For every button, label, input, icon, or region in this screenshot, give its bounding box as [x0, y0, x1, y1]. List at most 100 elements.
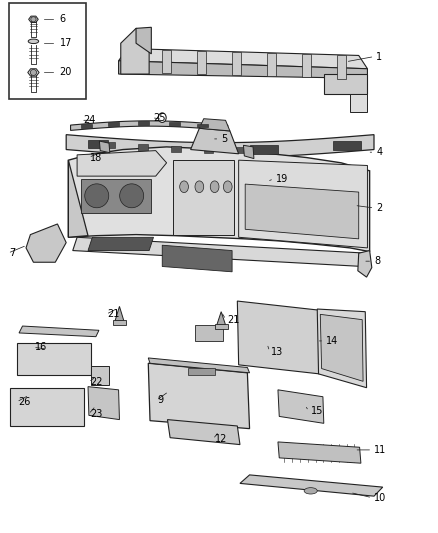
Bar — [106, 142, 115, 148]
Bar — [332, 141, 361, 150]
Ellipse shape — [85, 184, 109, 208]
Text: 21: 21 — [228, 314, 240, 325]
Bar — [108, 123, 119, 126]
Polygon shape — [302, 54, 311, 77]
Bar — [138, 144, 148, 151]
Text: 12: 12 — [215, 434, 227, 445]
Polygon shape — [317, 309, 367, 387]
Polygon shape — [173, 160, 234, 235]
Text: 5: 5 — [221, 134, 227, 144]
Polygon shape — [324, 74, 367, 94]
Polygon shape — [337, 55, 346, 78]
Polygon shape — [199, 119, 230, 131]
Bar — [88, 140, 108, 148]
Polygon shape — [26, 224, 66, 262]
Text: 7: 7 — [10, 248, 16, 258]
Text: 25: 25 — [153, 112, 166, 123]
Text: 18: 18 — [90, 152, 102, 163]
Ellipse shape — [30, 69, 36, 76]
Ellipse shape — [195, 181, 204, 192]
Ellipse shape — [304, 488, 317, 494]
Bar — [197, 124, 208, 127]
Polygon shape — [245, 184, 359, 239]
Polygon shape — [197, 51, 206, 74]
Polygon shape — [358, 251, 372, 277]
Polygon shape — [237, 301, 319, 374]
Polygon shape — [240, 475, 383, 496]
Text: 10: 10 — [374, 492, 386, 503]
Polygon shape — [278, 390, 324, 423]
Polygon shape — [68, 147, 370, 252]
Ellipse shape — [158, 113, 166, 123]
Bar — [188, 368, 215, 375]
Text: 20: 20 — [60, 68, 72, 77]
Polygon shape — [66, 135, 374, 158]
Ellipse shape — [28, 39, 39, 44]
Polygon shape — [119, 49, 367, 69]
Text: 13: 13 — [272, 346, 284, 357]
Polygon shape — [267, 53, 276, 76]
Bar — [250, 146, 278, 154]
Bar — [138, 122, 149, 125]
Polygon shape — [28, 69, 39, 76]
Bar — [10, 3, 86, 99]
Polygon shape — [244, 146, 254, 159]
Text: 23: 23 — [90, 409, 102, 419]
Bar — [215, 324, 228, 329]
Bar — [195, 325, 223, 341]
Ellipse shape — [223, 181, 232, 192]
Text: 21: 21 — [108, 309, 120, 319]
Polygon shape — [148, 358, 250, 373]
Bar — [237, 147, 246, 153]
Bar — [11, 387, 84, 426]
Polygon shape — [217, 312, 226, 325]
Polygon shape — [99, 141, 110, 153]
Polygon shape — [81, 179, 151, 213]
Polygon shape — [71, 121, 228, 131]
Bar — [17, 343, 91, 375]
Text: 26: 26 — [18, 397, 31, 407]
Polygon shape — [77, 151, 166, 176]
Ellipse shape — [180, 181, 188, 192]
Bar — [171, 146, 180, 152]
Ellipse shape — [210, 181, 219, 192]
Polygon shape — [191, 128, 239, 154]
Ellipse shape — [120, 184, 144, 208]
Ellipse shape — [31, 17, 36, 22]
Text: 6: 6 — [60, 14, 66, 25]
Text: 14: 14 — [326, 336, 338, 346]
Polygon shape — [136, 27, 151, 54]
Text: 4: 4 — [376, 147, 382, 157]
Polygon shape — [239, 160, 367, 248]
Text: 8: 8 — [374, 256, 380, 266]
Polygon shape — [121, 28, 149, 74]
Polygon shape — [167, 419, 240, 445]
Text: 22: 22 — [90, 377, 102, 387]
Polygon shape — [68, 160, 88, 237]
Text: 2: 2 — [376, 203, 382, 213]
Polygon shape — [320, 314, 363, 381]
Polygon shape — [278, 442, 361, 463]
Bar — [204, 147, 213, 153]
Text: 9: 9 — [158, 395, 164, 406]
Polygon shape — [88, 386, 120, 419]
Polygon shape — [19, 326, 99, 337]
Polygon shape — [162, 50, 171, 73]
Text: 19: 19 — [276, 174, 288, 184]
Text: 1: 1 — [376, 52, 382, 61]
Polygon shape — [119, 61, 367, 78]
Polygon shape — [73, 237, 367, 266]
Bar — [169, 122, 180, 126]
Polygon shape — [148, 364, 250, 429]
Polygon shape — [162, 245, 232, 272]
Text: 17: 17 — [60, 38, 72, 48]
Text: 15: 15 — [311, 406, 323, 416]
Text: 24: 24 — [83, 115, 95, 125]
Polygon shape — [115, 306, 124, 321]
Polygon shape — [350, 94, 367, 112]
Polygon shape — [232, 52, 241, 75]
Bar — [113, 320, 126, 325]
Text: 16: 16 — [35, 342, 47, 352]
Polygon shape — [28, 16, 38, 22]
Text: 11: 11 — [374, 445, 386, 455]
